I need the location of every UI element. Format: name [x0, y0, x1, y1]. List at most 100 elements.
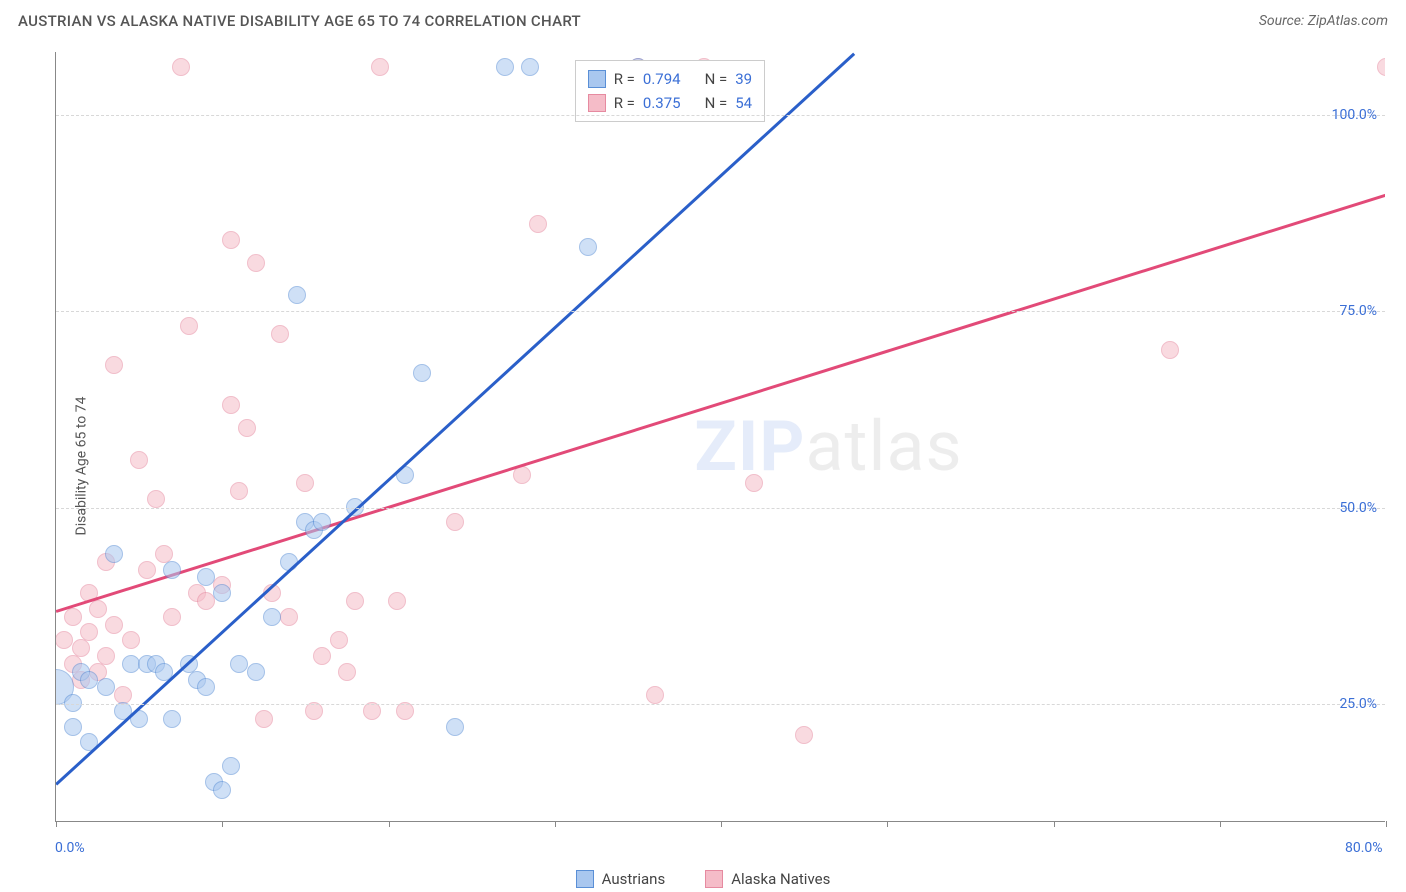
x-tick: [721, 821, 722, 827]
data-point: [247, 663, 265, 681]
data-point: [64, 608, 82, 626]
data-point: [138, 561, 156, 579]
x-tick: [389, 821, 390, 827]
data-point: [238, 419, 256, 437]
data-point: [288, 286, 306, 304]
data-point: [579, 238, 597, 256]
r-label: R =: [614, 67, 635, 91]
data-point: [105, 356, 123, 374]
data-point: [197, 568, 215, 586]
data-point: [413, 364, 431, 382]
series-swatch: [588, 94, 606, 112]
data-point: [72, 639, 90, 657]
data-point: [230, 482, 248, 500]
data-point: [496, 58, 514, 76]
y-tick-label: 75.0%: [1339, 303, 1377, 319]
x-tick: [555, 821, 556, 827]
legend-swatch: [705, 870, 723, 888]
y-tick-label: 100.0%: [1332, 107, 1377, 123]
n-value: 39: [735, 67, 752, 91]
data-point: [521, 58, 539, 76]
data-point: [388, 592, 406, 610]
gridline: [56, 311, 1385, 312]
chart-container: Disability Age 65 to 74 ZIPatlas R =0.79…: [0, 40, 1406, 892]
data-point: [313, 513, 331, 531]
data-point: [646, 686, 664, 704]
legend-item: Alaska Natives: [705, 870, 830, 888]
data-point: [529, 215, 547, 233]
gridline: [56, 115, 1385, 116]
data-point: [197, 592, 215, 610]
gridline: [56, 704, 1385, 705]
data-point: [197, 678, 215, 696]
data-point: [222, 396, 240, 414]
data-point: [313, 647, 331, 665]
data-point: [97, 647, 115, 665]
data-point: [513, 466, 531, 484]
stats-row: R = 0.794 N = 39: [588, 67, 752, 91]
x-tick: [56, 821, 57, 827]
x-tick: [1386, 821, 1387, 827]
stats-row: R = 0.375 N = 54: [588, 91, 752, 115]
data-point: [56, 631, 73, 649]
r-label: R =: [614, 91, 635, 115]
data-point: [280, 608, 298, 626]
r-value: 0.375: [643, 91, 681, 115]
data-point: [97, 678, 115, 696]
data-point: [163, 710, 181, 728]
legend: Austrians Alaska Natives: [0, 870, 1406, 888]
data-point: [105, 616, 123, 634]
data-point: [296, 474, 314, 492]
stats-legend-box: R = 0.794 N = 39 R = 0.375 N = 54: [575, 60, 765, 122]
n-label: N =: [705, 91, 728, 115]
data-point: [122, 655, 140, 673]
data-point: [1377, 58, 1385, 76]
data-point: [263, 608, 281, 626]
source-attribution: Source: ZipAtlas.com: [1259, 13, 1388, 29]
legend-item: Austrians: [576, 870, 666, 888]
legend-label: Alaska Natives: [731, 870, 830, 888]
data-point: [338, 663, 356, 681]
data-point: [222, 757, 240, 775]
n-label: N =: [705, 67, 728, 91]
data-point: [89, 600, 107, 618]
chart-title: AUSTRIAN VS ALASKA NATIVE DISABILITY AGE…: [18, 12, 581, 30]
data-point: [255, 710, 273, 728]
data-point: [1161, 341, 1179, 359]
data-point: [105, 545, 123, 563]
data-point: [446, 718, 464, 736]
trend-line: [56, 52, 855, 785]
data-point: [213, 584, 231, 602]
data-point: [163, 608, 181, 626]
data-point: [230, 655, 248, 673]
data-point: [346, 592, 364, 610]
data-point: [163, 561, 181, 579]
n-value: 54: [735, 91, 752, 115]
legend-label: Austrians: [602, 870, 666, 888]
x-tick: [887, 821, 888, 827]
data-point: [745, 474, 763, 492]
data-point: [271, 325, 289, 343]
x-tick-label: 80.0%: [1345, 840, 1383, 856]
data-point: [80, 671, 98, 689]
data-point: [795, 726, 813, 744]
data-point: [147, 490, 165, 508]
x-tick: [1220, 821, 1221, 827]
data-point: [80, 623, 98, 641]
gridline: [56, 508, 1385, 509]
x-tick: [1054, 821, 1055, 827]
data-point: [130, 451, 148, 469]
data-point: [446, 513, 464, 531]
data-point: [330, 631, 348, 649]
y-tick-label: 25.0%: [1339, 696, 1377, 712]
data-point: [122, 631, 140, 649]
r-value: 0.794: [643, 67, 681, 91]
data-point: [371, 58, 389, 76]
x-tick-label: 0.0%: [55, 840, 85, 856]
data-point: [222, 231, 240, 249]
legend-swatch: [576, 870, 594, 888]
x-tick: [222, 821, 223, 827]
data-point: [180, 317, 198, 335]
data-point: [172, 58, 190, 76]
series-swatch: [588, 70, 606, 88]
